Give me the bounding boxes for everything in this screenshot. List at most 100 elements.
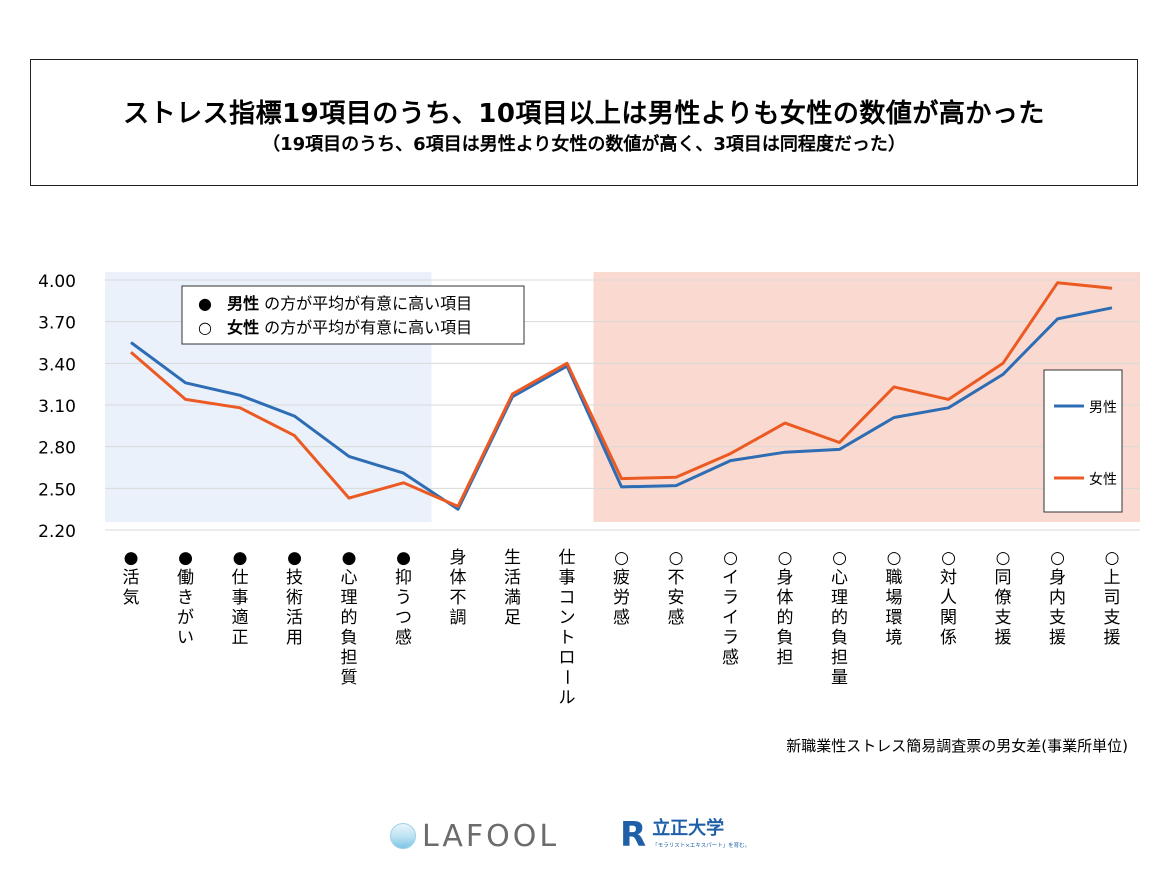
svg-text:援: 援 xyxy=(1104,628,1121,648)
svg-text:疲: 疲 xyxy=(613,568,630,588)
female-bullet: ○ xyxy=(198,318,212,337)
svg-text:同: 同 xyxy=(995,568,1012,588)
svg-text:○: ○ xyxy=(1105,548,1120,568)
lafool-wordmark: LAFOOL xyxy=(422,818,560,854)
svg-text:身: 身 xyxy=(1049,568,1066,588)
svg-text:気: 気 xyxy=(123,588,140,608)
svg-text:負: 負 xyxy=(831,628,848,648)
svg-text:身: 身 xyxy=(450,548,467,568)
svg-text:○: ○ xyxy=(887,548,902,568)
title-box: ストレス指標19項目のうち、10項目以上は男性よりも女性の数値が高かった （19… xyxy=(30,59,1138,186)
svg-text:援: 援 xyxy=(1049,628,1066,648)
series-legend: 男性 女性 xyxy=(1043,369,1123,513)
male-note-text: の方が平均が有意に高い項目 xyxy=(264,294,472,313)
svg-text:ラ: ラ xyxy=(722,588,739,608)
svg-text:正: 正 xyxy=(232,628,249,648)
female-bold-label: 女性 xyxy=(227,318,259,337)
svg-text:○: ○ xyxy=(1050,548,1065,568)
svg-text:的: 的 xyxy=(777,608,794,628)
y-tick-label: 3.70 xyxy=(38,314,76,334)
svg-text:支: 支 xyxy=(1049,608,1066,628)
svg-text:が: が xyxy=(177,608,194,628)
svg-text:質: 質 xyxy=(341,668,358,688)
svg-text:安: 安 xyxy=(668,588,685,608)
female-note-text: の方が平均が有意に高い項目 xyxy=(264,318,472,337)
svg-text:労: 労 xyxy=(613,588,630,608)
svg-text:対: 対 xyxy=(940,568,957,588)
svg-text:○: ○ xyxy=(996,548,1011,568)
svg-text:上: 上 xyxy=(1104,568,1121,588)
svg-text:ー: ー xyxy=(556,669,576,686)
svg-text:職: 職 xyxy=(886,568,903,588)
y-tick-label: 4.00 xyxy=(38,272,76,292)
significance-legend-box: ● 男性 の方が平均が有意に高い項目 ○ 女性 の方が平均が有意に高い項目 xyxy=(181,285,525,345)
svg-text:感: 感 xyxy=(722,648,739,668)
svg-text:活: 活 xyxy=(123,568,140,588)
source-note: 新職業性ストレス簡易調査票の男女差(事業所単位) xyxy=(786,737,1128,755)
svg-text:○: ○ xyxy=(778,548,793,568)
svg-text:● 男性 の方が平均が有意に高い項目: ● 男性 の方が平均が有意に高い項目 xyxy=(198,294,472,313)
svg-text:い: い xyxy=(177,628,194,648)
y-tick-label: 2.20 xyxy=(38,522,76,542)
x-tick-label: ○不安感 xyxy=(668,548,685,628)
svg-text:感: 感 xyxy=(668,608,685,628)
svg-text:心: 心 xyxy=(831,568,848,588)
svg-text:う: う xyxy=(395,588,412,608)
svg-text:内: 内 xyxy=(1049,588,1066,608)
svg-text:用: 用 xyxy=(286,628,303,648)
lafool-logo: LAFOOL xyxy=(390,818,559,854)
legend-female-label: 女性 xyxy=(1089,471,1117,488)
svg-text:境: 境 xyxy=(886,628,903,648)
svg-text:感: 感 xyxy=(395,628,412,648)
svg-text:担: 担 xyxy=(777,648,794,668)
svg-text:活: 活 xyxy=(504,568,521,588)
svg-text:負: 負 xyxy=(777,628,794,648)
svg-text:心: 心 xyxy=(341,568,358,588)
svg-text:ラ: ラ xyxy=(722,628,739,648)
svg-text:負: 負 xyxy=(341,628,358,648)
svg-text:仕: 仕 xyxy=(559,548,576,568)
svg-text:生: 生 xyxy=(504,548,521,568)
svg-text:感: 感 xyxy=(613,608,630,628)
svg-text:○ 女性 の方が平均が有意に高い項目: ○ 女性 の方が平均が有意に高い項目 xyxy=(198,318,472,337)
svg-text:関: 関 xyxy=(940,608,957,628)
svg-text:○: ○ xyxy=(614,548,629,568)
svg-text:活: 活 xyxy=(286,608,303,628)
female-series-line xyxy=(130,281,1113,508)
svg-text:仕: 仕 xyxy=(232,568,249,588)
y-tick-label: 2.80 xyxy=(38,439,76,459)
svg-text:働: 働 xyxy=(177,568,194,588)
svg-text:的: 的 xyxy=(831,608,848,628)
svg-text:●: ● xyxy=(396,548,411,568)
svg-text:ン: ン xyxy=(559,608,576,628)
svg-text:満: 満 xyxy=(504,588,521,608)
male-bullet: ● xyxy=(198,294,212,313)
svg-text:援: 援 xyxy=(995,628,1012,648)
svg-text:係: 係 xyxy=(940,628,957,648)
svg-text:理: 理 xyxy=(341,588,358,608)
svg-text:●: ● xyxy=(287,548,302,568)
lafool-drop-icon xyxy=(390,823,416,849)
male-bold-label: 男性 xyxy=(227,294,259,313)
rissho-tagline: 「モラリスト×エキスパート」を育む。 xyxy=(652,843,751,849)
svg-text:僚: 僚 xyxy=(995,588,1012,608)
svg-text:環: 環 xyxy=(886,608,903,628)
chart-title: ストレス指標19項目のうち、10項目以上は男性よりも女性の数値が高かった xyxy=(123,99,1045,129)
svg-text:術: 術 xyxy=(286,588,303,608)
svg-text:体: 体 xyxy=(777,588,794,608)
svg-text:的: 的 xyxy=(341,608,358,628)
svg-text:●: ● xyxy=(124,548,139,568)
svg-text:つ: つ xyxy=(395,608,412,628)
svg-text:司: 司 xyxy=(1104,588,1121,608)
svg-text:技: 技 xyxy=(286,568,303,588)
svg-text:理: 理 xyxy=(831,588,848,608)
